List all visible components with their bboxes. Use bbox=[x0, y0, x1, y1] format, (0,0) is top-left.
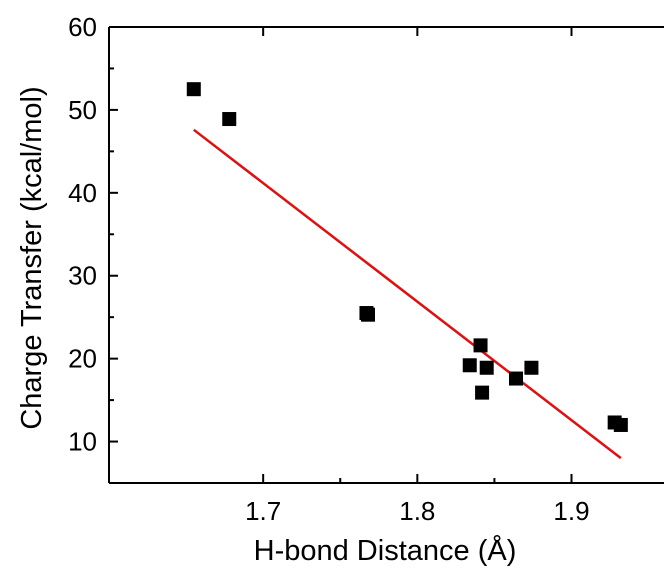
data-point bbox=[613, 417, 628, 432]
data-point bbox=[473, 338, 488, 353]
data-point bbox=[524, 360, 539, 375]
y-tick-label: 30 bbox=[68, 261, 97, 291]
fit-line-group bbox=[193, 128, 622, 460]
x-tick-label: 1.8 bbox=[399, 496, 435, 526]
data-point bbox=[186, 82, 201, 97]
data-points bbox=[186, 82, 628, 432]
data-point bbox=[475, 385, 490, 400]
data-point bbox=[222, 112, 237, 127]
fit-line bbox=[193, 128, 622, 460]
x-axis-ticks: 1.7 1.8 1.9 bbox=[245, 27, 590, 526]
data-point bbox=[361, 307, 375, 322]
data-point bbox=[462, 358, 477, 373]
y-tick-label: 60 bbox=[68, 12, 97, 42]
y-tick-label: 10 bbox=[68, 427, 97, 457]
y-axis-ticks: 10 20 30 40 50 60 bbox=[68, 12, 118, 457]
y-tick-label: 40 bbox=[68, 178, 97, 208]
x-axis-title: H-bond Distance (Å) bbox=[254, 534, 517, 567]
y-axis-title: Charge Transfer (kcal/mol) bbox=[16, 86, 48, 429]
data-point bbox=[509, 371, 523, 386]
y-tick-label: 20 bbox=[68, 344, 97, 374]
data-point bbox=[479, 360, 494, 375]
x-tick-label: 1.7 bbox=[245, 496, 281, 526]
y-tick-label: 50 bbox=[68, 95, 97, 125]
x-tick-label: 1.9 bbox=[553, 496, 589, 526]
